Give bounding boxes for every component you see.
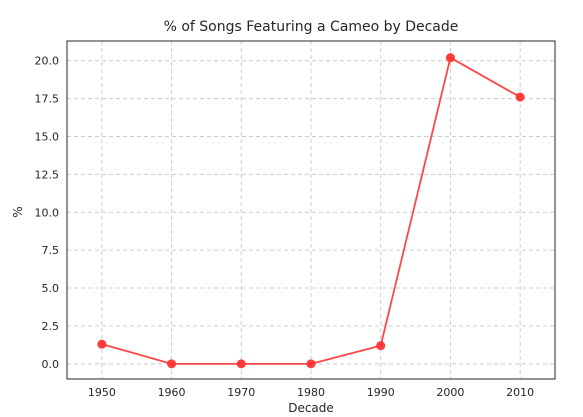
tick-labels: 1950 1960 1970 1980 1990 2000 2010 0.0 2.5 5.0 7.5…: [35, 55, 535, 399]
chart-title: % of Songs Featuring a Cameo by Decade: [164, 19, 459, 35]
data-point: [236, 359, 246, 369]
plot-frame: [66, 40, 556, 380]
y-tick-label: 2.5: [42, 320, 60, 333]
data-point: [97, 339, 107, 349]
x-tick-label: 2000: [436, 386, 464, 399]
series-layer: [97, 53, 525, 369]
x-tick-label: 1950: [88, 386, 116, 399]
y-tick-label: 0.0: [42, 358, 60, 371]
y-tick-label: 5.0: [42, 282, 60, 295]
y-tick-label: 20.0: [35, 55, 60, 68]
y-tick-label: 12.5: [35, 168, 60, 181]
x-tick-label: 1990: [367, 386, 395, 399]
y-tick-label: 7.5: [42, 244, 60, 257]
x-tick-label: 2010: [506, 386, 534, 399]
y-tick-label: 17.5: [35, 93, 60, 106]
grid: [67, 41, 555, 379]
x-tick-label: 1970: [227, 386, 255, 399]
y-tick-label: 15.0: [35, 130, 60, 143]
data-point: [376, 341, 386, 351]
data-point: [167, 359, 177, 369]
data-point: [515, 92, 525, 102]
x-axis-label: Decade: [288, 401, 334, 415]
y-axis-label: %: [11, 206, 25, 217]
x-tick-label: 1960: [158, 386, 186, 399]
y-tick-label: 10.0: [35, 206, 60, 219]
x-tick-label: 1980: [297, 386, 325, 399]
data-point: [306, 359, 316, 369]
data-point: [445, 53, 455, 63]
